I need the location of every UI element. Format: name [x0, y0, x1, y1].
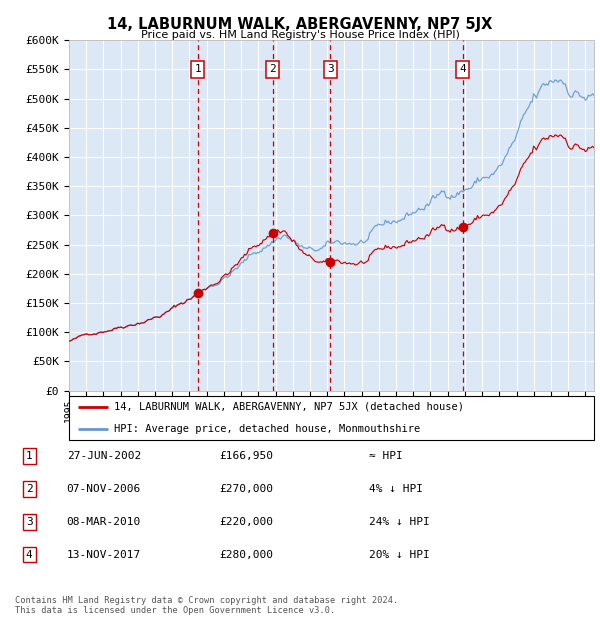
- Text: £166,950: £166,950: [220, 451, 274, 461]
- Text: HPI: Average price, detached house, Monmouthshire: HPI: Average price, detached house, Monm…: [113, 424, 420, 434]
- Text: 20% ↓ HPI: 20% ↓ HPI: [369, 549, 430, 559]
- Text: 3: 3: [26, 516, 32, 527]
- Text: £280,000: £280,000: [220, 549, 274, 559]
- Text: 27-JUN-2002: 27-JUN-2002: [67, 451, 141, 461]
- Text: £220,000: £220,000: [220, 516, 274, 527]
- Text: ≈ HPI: ≈ HPI: [369, 451, 403, 461]
- Text: £270,000: £270,000: [220, 484, 274, 494]
- Text: 14, LABURNUM WALK, ABERGAVENNY, NP7 5JX: 14, LABURNUM WALK, ABERGAVENNY, NP7 5JX: [107, 17, 493, 32]
- Text: 1: 1: [26, 451, 32, 461]
- Text: 4: 4: [26, 549, 32, 559]
- Text: 3: 3: [327, 64, 334, 74]
- Text: 4: 4: [459, 64, 466, 74]
- Text: Price paid vs. HM Land Registry's House Price Index (HPI): Price paid vs. HM Land Registry's House …: [140, 30, 460, 40]
- Text: 13-NOV-2017: 13-NOV-2017: [67, 549, 141, 559]
- Text: 2: 2: [269, 64, 277, 74]
- Text: 24% ↓ HPI: 24% ↓ HPI: [369, 516, 430, 527]
- Text: 14, LABURNUM WALK, ABERGAVENNY, NP7 5JX (detached house): 14, LABURNUM WALK, ABERGAVENNY, NP7 5JX …: [113, 402, 464, 412]
- Text: 1: 1: [194, 64, 202, 74]
- Text: 08-MAR-2010: 08-MAR-2010: [67, 516, 141, 527]
- Text: 2: 2: [26, 484, 32, 494]
- Text: 07-NOV-2006: 07-NOV-2006: [67, 484, 141, 494]
- FancyBboxPatch shape: [69, 396, 594, 440]
- Text: Contains HM Land Registry data © Crown copyright and database right 2024.
This d: Contains HM Land Registry data © Crown c…: [15, 596, 398, 615]
- Text: 4% ↓ HPI: 4% ↓ HPI: [369, 484, 423, 494]
